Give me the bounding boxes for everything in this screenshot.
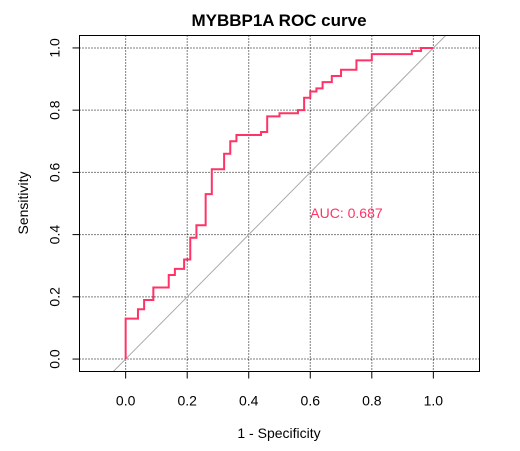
roc-curve-line [124, 46, 434, 360]
x-axis: 0.0 0.2 0.4 0.6 0.8 1.0 [116, 371, 444, 409]
reference-diagonal [112, 35, 447, 372]
y-axis-label: Sensitivity [15, 171, 31, 234]
x-axis-label: 1 - Specificity [237, 425, 320, 441]
x-tick-label: 0.6 [301, 393, 321, 409]
x-tick-label: 0.4 [239, 393, 259, 409]
x-tick-label: 0.8 [362, 393, 382, 409]
grid [79, 35, 480, 372]
auc-annotation: AUC: 0.687 [310, 205, 383, 221]
chart-title: MYBBP1A ROC curve [191, 11, 366, 30]
y-tick-label: 0.6 [47, 162, 63, 182]
y-tick-label: 0.4 [47, 225, 63, 245]
x-tick-label: 0.2 [177, 393, 197, 409]
y-tick-label: 0.0 [47, 349, 63, 369]
y-tick-label: 0.2 [47, 287, 63, 307]
x-tick-label: 1.0 [424, 393, 444, 409]
y-tick-label: 0.8 [47, 100, 63, 120]
y-tick-label: 1.0 [47, 38, 63, 58]
y-axis: 0.0 0.2 0.4 0.6 0.8 1.0 [47, 38, 80, 369]
x-tick-label: 0.0 [116, 393, 136, 409]
